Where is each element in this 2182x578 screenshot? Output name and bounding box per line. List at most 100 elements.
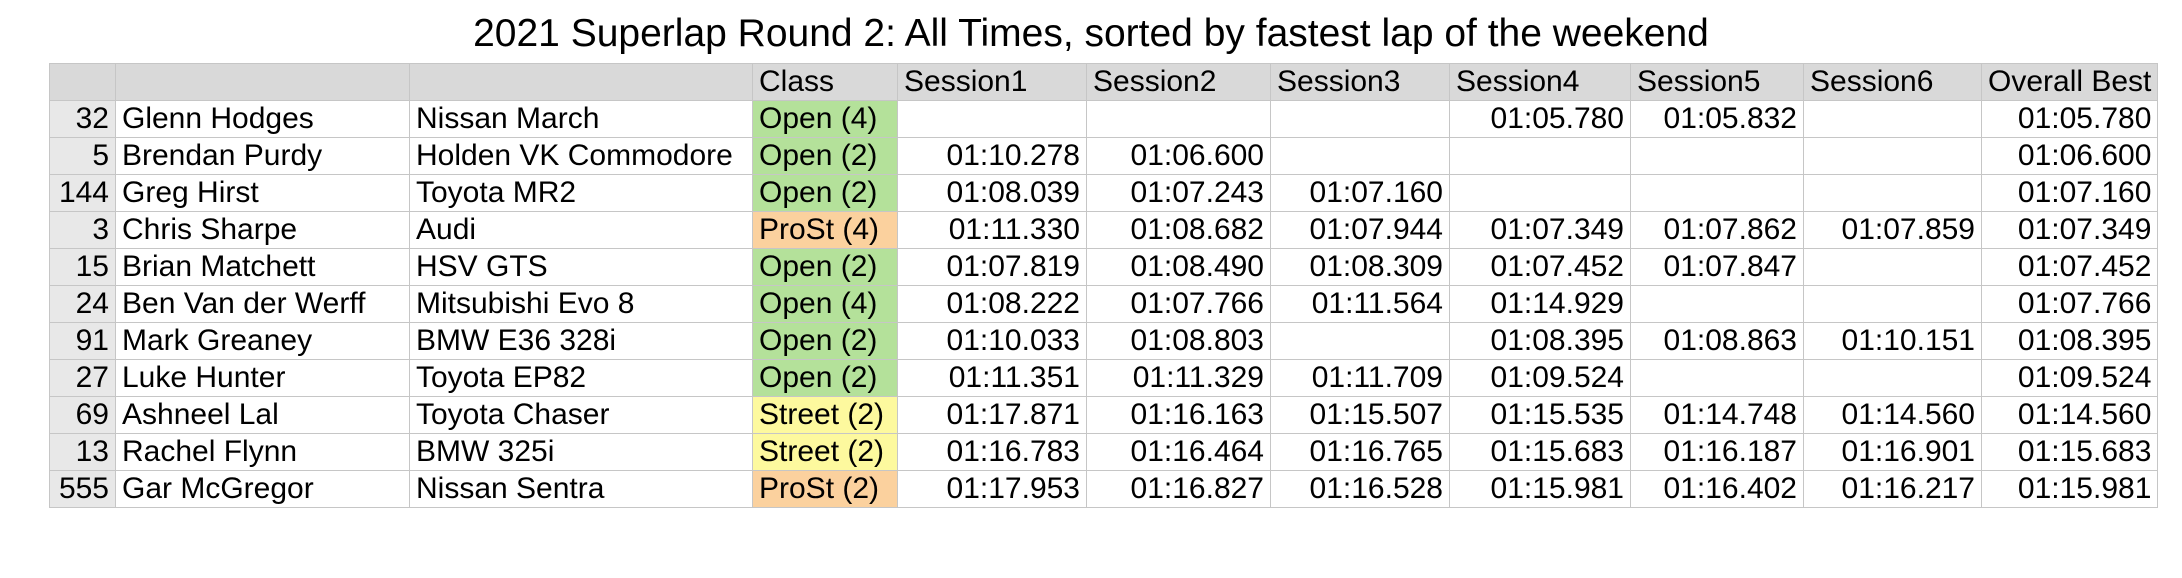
title: 2021 Superlap Round 2: All Times, sorted… (473, 12, 1709, 55)
driver: Ben Van der Werff (115, 285, 410, 323)
class: Open (4) (752, 285, 898, 323)
session-time (1803, 359, 1982, 397)
session-time (1630, 174, 1804, 212)
overall-best: 01:14.560 (1980, 396, 2159, 434)
header-row: Class Session1 Session2 Session3 Session4 Ses… (49, 63, 2159, 101)
car: Audi (409, 211, 753, 249)
car-number: 3 (49, 211, 116, 249)
session-time: 01:07.766 (1086, 285, 1271, 323)
session-time: 01:08.490 (1086, 248, 1271, 286)
car: Toyota MR2 (409, 174, 753, 212)
class: Open (2) (752, 322, 898, 360)
class: Open (2) (752, 137, 898, 175)
session-time: 01:07.859 (1803, 211, 1982, 249)
session-time: 01:16.827 (1086, 470, 1271, 508)
header-cell: Overall Best (1980, 63, 2159, 101)
header-cell: Session6 (1803, 63, 1982, 101)
car-number: 32 (49, 100, 116, 138)
session-time (1270, 100, 1450, 138)
session-time (1270, 322, 1450, 360)
result-row: 5 Brendan Purdy Holden VK Commodore Open (2… (49, 137, 2159, 175)
car-number: 24 (49, 285, 116, 323)
session-time: 01:11.709 (1270, 359, 1450, 397)
car: BMW E36 328i (409, 322, 753, 360)
session-time: 01:07.862 (1630, 211, 1804, 249)
session-time: 01:16.765 (1270, 433, 1450, 471)
driver: Mark Greaney (115, 322, 410, 360)
class: Open (2) (752, 174, 898, 212)
session-time: 01:14.560 (1803, 396, 1982, 434)
class: ProSt (4) (752, 211, 898, 249)
result-row: 32 Glenn Hodges Nissan March Open (4) 01:05.… (49, 100, 2159, 138)
session-time (1270, 137, 1450, 175)
class: Open (4) (752, 100, 898, 138)
driver: Brendan Purdy (115, 137, 410, 175)
driver: Brian Matchett (115, 248, 410, 286)
car-number: 69 (49, 396, 116, 434)
overall-best: 01:09.524 (1980, 359, 2159, 397)
overall-best: 01:08.395 (1980, 322, 2159, 360)
session-time: 01:09.524 (1449, 359, 1631, 397)
car-number: 144 (49, 174, 116, 212)
session-time: 01:10.033 (897, 322, 1087, 360)
session-time: 01:16.783 (897, 433, 1087, 471)
car-number: 91 (49, 322, 116, 360)
overall-best: 01:05.780 (1980, 100, 2159, 138)
car-number: 27 (49, 359, 116, 397)
result-row: 27 Luke Hunter Toyota EP82 Open (2) 01:11.35… (49, 359, 2159, 397)
header-cell (115, 63, 410, 101)
driver: Luke Hunter (115, 359, 410, 397)
overall-best: 01:07.349 (1980, 211, 2159, 249)
car-number: 555 (49, 470, 116, 508)
session-time (1630, 359, 1804, 397)
session-time: 01:08.309 (1270, 248, 1450, 286)
session-time: 01:08.395 (1449, 322, 1631, 360)
session-time: 01:16.402 (1630, 470, 1804, 508)
car: Nissan Sentra (409, 470, 753, 508)
session-time: 01:15.535 (1449, 396, 1631, 434)
session-time: 01:16.528 (1270, 470, 1450, 508)
session-time: 01:10.151 (1803, 322, 1982, 360)
driver: Glenn Hodges (115, 100, 410, 138)
session-time (1630, 285, 1804, 323)
car-number: 13 (49, 433, 116, 471)
session-time (1086, 100, 1271, 138)
session-time: 01:16.464 (1086, 433, 1271, 471)
session-time: 01:08.222 (897, 285, 1087, 323)
driver: Greg Hirst (115, 174, 410, 212)
car-number: 5 (49, 137, 116, 175)
result-row: 3 Chris Sharpe Audi ProSt (4) 01:11.330 01:08… (49, 211, 2159, 249)
header-cell: Session3 (1270, 63, 1450, 101)
header-cell: Session5 (1630, 63, 1804, 101)
driver: Rachel Flynn (115, 433, 410, 471)
session-time (1449, 174, 1631, 212)
result-row: 144 Greg Hirst Toyota MR2 Open (2) 01:08.039… (49, 174, 2159, 212)
results-table: Class Session1 Session2 Session3 Session4 Ses… (49, 63, 2159, 508)
class: Street (2) (752, 396, 898, 434)
session-time: 01:16.217 (1803, 470, 1982, 508)
result-row: 91 Mark Greaney BMW E36 328i Open (2) 01:10.… (49, 322, 2159, 360)
car: Toyota EP82 (409, 359, 753, 397)
session-time: 01:16.901 (1803, 433, 1982, 471)
session-time: 01:05.832 (1630, 100, 1804, 138)
session-time: 01:08.682 (1086, 211, 1271, 249)
session-time: 01:07.243 (1086, 174, 1271, 212)
result-row: 69 Ashneel Lal Toyota Chaser Street (2) 01:1… (49, 396, 2159, 434)
driver: Ashneel Lal (115, 396, 410, 434)
session-time: 01:15.981 (1449, 470, 1631, 508)
car: Nissan March (409, 100, 753, 138)
session-time: 01:07.819 (897, 248, 1087, 286)
session-time: 01:06.600 (1086, 137, 1271, 175)
overall-best: 01:07.160 (1980, 174, 2159, 212)
session-time: 01:08.863 (1630, 322, 1804, 360)
header-cell: Session2 (1086, 63, 1271, 101)
session-time: 01:14.748 (1630, 396, 1804, 434)
car: BMW 325i (409, 433, 753, 471)
result-row: 15 Brian Matchett HSV GTS Open (2) 01:07.819… (49, 248, 2159, 286)
class: Open (2) (752, 248, 898, 286)
session-time (1803, 248, 1982, 286)
header-cell: Session1 (897, 63, 1087, 101)
car: Holden VK Commodore (409, 137, 753, 175)
header-cell (409, 63, 753, 101)
session-time (1803, 285, 1982, 323)
